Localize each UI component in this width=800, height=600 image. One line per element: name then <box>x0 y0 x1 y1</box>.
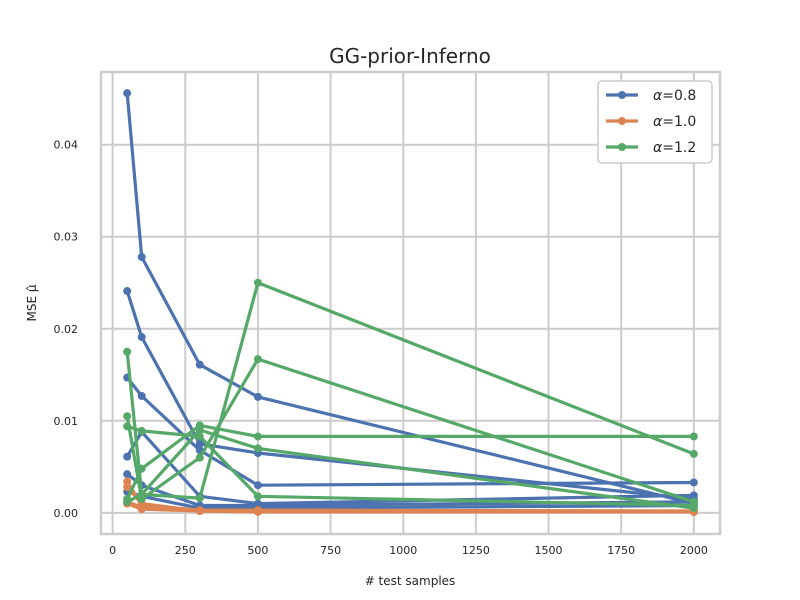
series-3 <box>123 278 698 513</box>
legend-item-1: α=0.8 <box>606 88 696 104</box>
data-point <box>137 426 146 435</box>
data-point <box>137 333 146 342</box>
data-point <box>689 504 698 513</box>
data-point <box>253 278 262 287</box>
data-point <box>253 506 262 515</box>
y-tick-label: 0.04 <box>54 139 79 152</box>
chart-title: GG-prior-Inferno <box>329 44 491 68</box>
data-point <box>123 483 132 492</box>
legend-item-3: α=1.2 <box>606 140 696 156</box>
legend-label-greek: α <box>653 140 663 156</box>
y-tick-label: 0.00 <box>54 507 79 520</box>
legend: α=0.8α=1.0α=1.2 <box>597 80 713 164</box>
data-point <box>123 412 132 421</box>
legend-box <box>597 80 713 164</box>
data-point <box>195 453 204 462</box>
data-point <box>195 439 204 448</box>
data-point <box>137 503 146 512</box>
data-point <box>195 426 204 435</box>
y-axis-label: MSE μ̂ <box>25 284 39 321</box>
data-point <box>137 391 146 400</box>
data-point <box>689 478 698 487</box>
data-point <box>253 432 262 441</box>
x-tick-label: 0 <box>109 544 116 557</box>
data-point <box>253 392 262 401</box>
x-tick-label: 500 <box>247 544 268 557</box>
series-layer <box>123 89 698 516</box>
x-axis-label: # test samples <box>365 574 456 588</box>
y-tick-label: 0.03 <box>54 231 79 244</box>
x-tick-label: 750 <box>320 544 341 557</box>
data-point <box>253 492 262 501</box>
y-tick-label: 0.02 <box>54 323 79 336</box>
legend-label: α=0.8 <box>653 88 696 104</box>
legend-swatch-marker <box>618 117 626 125</box>
data-point <box>137 490 146 499</box>
legend-label-value: =1.0 <box>662 114 696 130</box>
plot-frame <box>99 70 722 536</box>
x-tick-label: 250 <box>175 544 196 557</box>
data-point <box>123 452 132 461</box>
legend-swatch-marker <box>618 91 626 99</box>
data-point <box>689 432 698 441</box>
x-tick-label: 1500 <box>535 544 563 557</box>
data-point <box>123 470 132 479</box>
data-point <box>123 477 132 486</box>
x-tick-label: 1000 <box>389 544 417 557</box>
legend-label-greek: α <box>653 88 663 104</box>
data-point <box>689 491 698 500</box>
data-point <box>137 464 146 473</box>
x-tick-label: 1750 <box>607 544 635 557</box>
data-point <box>195 494 204 503</box>
legend-swatch-marker <box>618 143 626 151</box>
data-point <box>123 287 132 296</box>
data-point <box>195 506 204 515</box>
data-point <box>123 89 132 98</box>
legend-label: α=1.2 <box>653 140 696 156</box>
legend-label-value: =1.2 <box>662 140 696 156</box>
data-point <box>195 360 204 369</box>
data-point <box>253 481 262 490</box>
x-tick-label: 1250 <box>462 544 490 557</box>
data-point <box>123 422 132 431</box>
y-tick-label: 0.01 <box>54 415 79 428</box>
legend-label-value: =0.8 <box>662 88 696 104</box>
legend-item-2: α=1.0 <box>606 114 696 130</box>
x-tick-label: 2000 <box>680 544 708 557</box>
data-point <box>253 444 262 453</box>
legend-label-greek: α <box>653 114 663 130</box>
data-point <box>137 252 146 261</box>
data-point <box>123 347 132 356</box>
data-point <box>123 497 132 506</box>
ticks: 0 250 500 750 1000 1250 1500 1750 2000 0.00 0.01 0.… <box>54 139 708 557</box>
data-point <box>253 355 262 364</box>
legend-label: α=1.0 <box>653 114 696 130</box>
data-point <box>689 449 698 458</box>
